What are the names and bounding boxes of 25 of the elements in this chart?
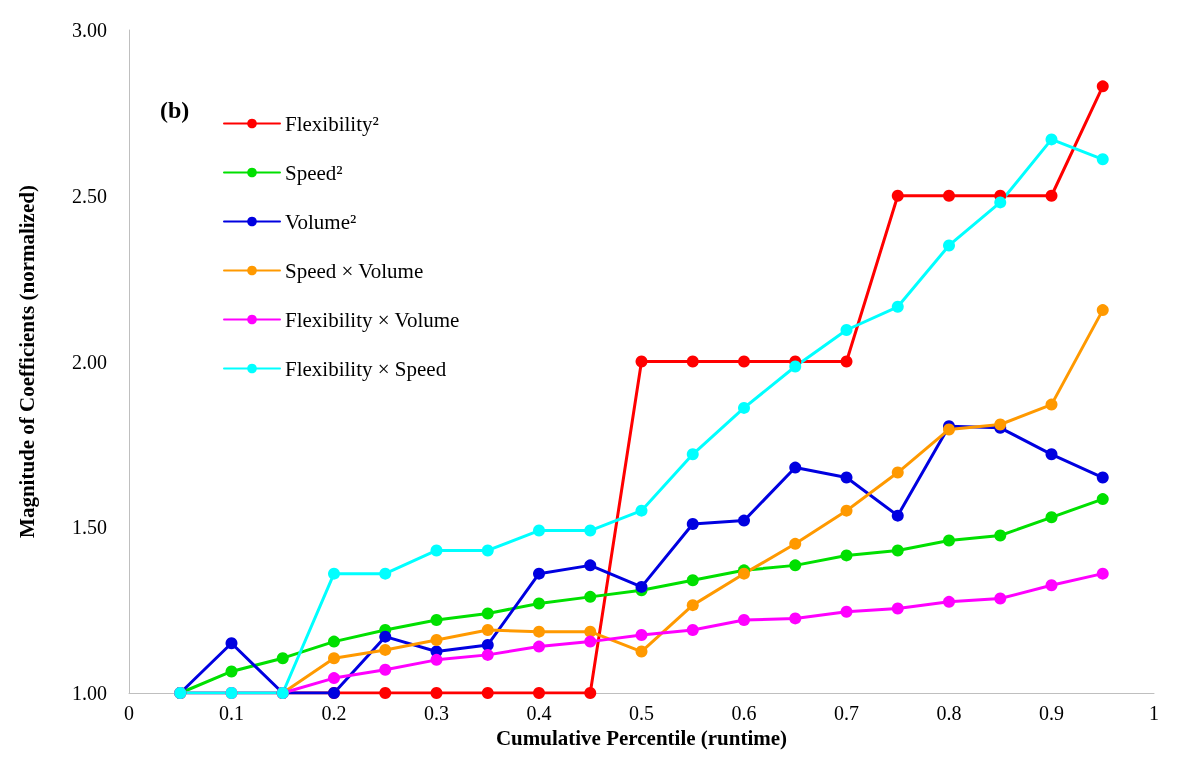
legend-label: Volume² [285, 209, 357, 234]
y-tick-label: 2.50 [72, 184, 107, 207]
legend-label: Flexibility × Volume [285, 307, 460, 332]
legend-label: Speed × Volume [285, 258, 424, 283]
legend-label: Speed² [285, 160, 343, 185]
x-tick-label: 0.1 [219, 702, 244, 724]
x-tick-label: 0.5 [629, 702, 654, 724]
legend-label: Flexibility × Speed [285, 356, 447, 381]
x-tick-label: 0.2 [321, 702, 347, 724]
x-tick-label: 0.4 [526, 702, 552, 724]
x-tick-label: 0.8 [936, 702, 962, 724]
y-tick-label: 1.00 [72, 682, 107, 704]
x-tick-label: 0.3 [424, 702, 449, 724]
x-axis-title: Cumulative Percentile (runtime) [495, 726, 788, 751]
y-tick-label: 2.00 [72, 350, 107, 373]
annotation: (b) [160, 97, 190, 123]
y-axis-title: Magnitude of Coefficients (normalized) [14, 185, 39, 538]
x-tick-label: 0.7 [834, 702, 859, 724]
x-tick-label: 0 [124, 702, 134, 724]
y-tick-label: 3.00 [72, 19, 107, 41]
y-tick-label: 1.50 [72, 516, 107, 539]
x-tick-label: 1 [1149, 702, 1159, 724]
x-tick-label: 0.9 [1039, 702, 1064, 724]
x-tick-label: 0.6 [731, 702, 757, 724]
legend-label: Flexibility² [285, 111, 379, 136]
